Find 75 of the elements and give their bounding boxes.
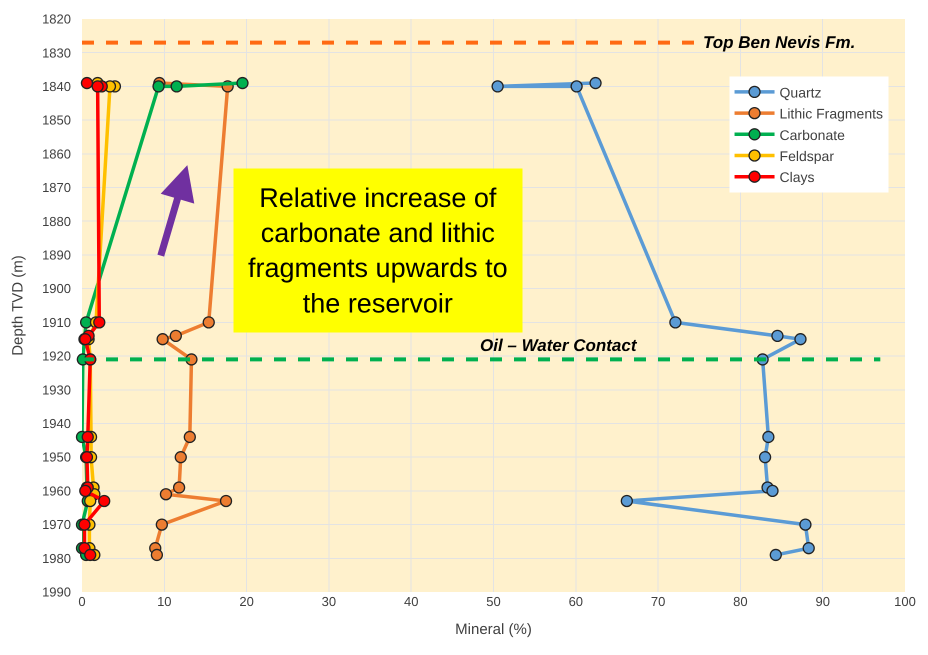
y-tick-label: 1830 (42, 45, 71, 60)
point (491, 80, 504, 93)
point (794, 333, 807, 346)
point (172, 481, 186, 494)
x-tick-label: 60 (568, 594, 584, 609)
point (150, 548, 164, 562)
y-tick-label: 1950 (42, 450, 71, 465)
point (220, 494, 232, 508)
point (202, 316, 215, 328)
point (84, 494, 96, 508)
ref-line-label: Oil – Water Contact (480, 336, 638, 355)
point (160, 488, 172, 500)
y-tick-label: 1980 (42, 550, 71, 566)
point (184, 430, 196, 444)
x-tick-label: 80 (733, 594, 748, 609)
y-tick-label: 1900 (42, 281, 71, 296)
point (570, 80, 583, 93)
y-tick-label: 1920 (42, 348, 71, 364)
point (770, 548, 782, 562)
legend-label: Feldspar (780, 148, 834, 164)
legend-label: Clays (780, 169, 815, 186)
x-tick-label: 30 (322, 594, 336, 609)
point (93, 316, 106, 328)
y-tick-label: 1910 (42, 314, 71, 330)
point (174, 451, 187, 464)
y-tick-label: 1990 (42, 584, 71, 600)
legend-label: Lithic Fragments (780, 106, 884, 122)
y-tick-label: 1840 (42, 78, 71, 94)
y-tick-label: 1970 (42, 517, 71, 532)
point (80, 76, 94, 90)
y-tick-label: 1940 (42, 416, 71, 432)
x-tick-label: 90 (815, 594, 830, 609)
x-tick-label: 40 (404, 594, 418, 609)
y-tick-label: 1870 (42, 180, 71, 196)
point (78, 518, 91, 531)
ref-line-label: Top Ben Nevis Fm. (703, 33, 856, 52)
y-tick-label: 1860 (42, 146, 71, 162)
x-tick-label: 0 (78, 594, 86, 609)
point (170, 80, 183, 93)
point (98, 494, 110, 508)
point (156, 518, 168, 531)
point (152, 80, 165, 93)
point (669, 316, 682, 328)
x-axis-title: Mineral (%) (455, 621, 532, 638)
point (762, 430, 775, 444)
y-tick-label: 1850 (42, 112, 71, 128)
x-tick-label: 10 (157, 594, 172, 609)
point (156, 333, 169, 346)
y-tick-label: 1960 (42, 483, 71, 498)
x-tick-label: 20 (239, 594, 254, 609)
point (802, 542, 815, 554)
point (79, 484, 92, 498)
x-tick-label: 100 (894, 594, 916, 609)
point (758, 451, 772, 464)
point (771, 330, 784, 342)
y-tick-label: 1890 (42, 247, 71, 262)
x-tick-label: 70 (650, 594, 666, 609)
point (589, 76, 602, 90)
legend-label: Quartz (780, 84, 822, 100)
point (170, 330, 182, 342)
point (236, 76, 249, 90)
y-tick-label: 1820 (42, 12, 71, 27)
point (91, 80, 104, 93)
x-tick-label: 50 (486, 594, 501, 609)
point (84, 548, 96, 562)
point (82, 430, 94, 444)
point (799, 518, 812, 531)
y-axis-title: Depth TVD (m) (9, 255, 26, 356)
y-tick-label: 1930 (42, 382, 71, 398)
legend-label: Carbonate (780, 126, 846, 143)
point (620, 494, 633, 508)
point (80, 316, 92, 328)
y-tick-label: 1880 (42, 214, 71, 229)
annotation: Relative increase of carbonate and lithic fragments upwards to the reservoir (248, 183, 508, 318)
point (766, 484, 779, 498)
